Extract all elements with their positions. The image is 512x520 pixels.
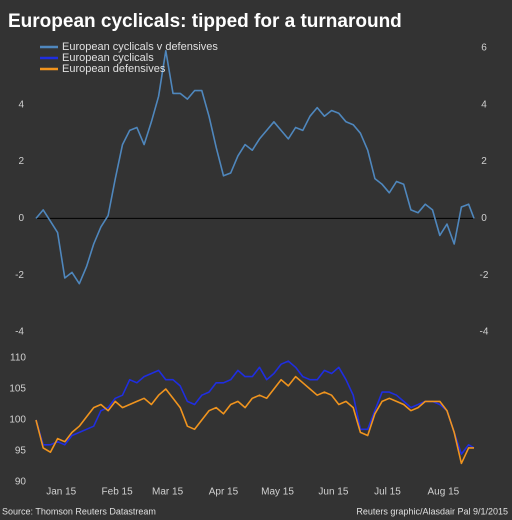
x-tick-label: Apr 15 [209, 487, 239, 498]
y-tick-label: 4 [18, 99, 24, 110]
chart-title: European cyclicals: tipped for a turnaro… [8, 11, 402, 32]
y-tick-label: 90 [15, 477, 27, 488]
y-tick-label: 95 [15, 446, 27, 457]
y2-tick-label: 4 [481, 99, 487, 110]
line-series [35, 50, 475, 285]
legend-label: European defensives [62, 63, 166, 75]
line-series [35, 360, 475, 455]
x-tick-label: Jul 15 [374, 487, 401, 498]
line-series [35, 375, 474, 465]
x-tick-label: May 15 [261, 487, 294, 498]
y2-tick-label: 6 [481, 43, 487, 54]
y-tick-label: 0 [18, 213, 24, 224]
y-tick-label: 2 [18, 156, 24, 167]
y2-tick-label: 2 [481, 156, 487, 167]
y-tick-label: 105 [9, 384, 26, 395]
legend-label: European cyclicals v defensives [62, 41, 218, 53]
y2-tick-label: -2 [480, 270, 489, 281]
y-tick-label: 100 [9, 415, 26, 426]
y-tick-label: 110 [10, 353, 26, 364]
x-tick-label: Aug 15 [428, 487, 460, 498]
x-tick-label: Jun 15 [318, 487, 348, 498]
x-tick-label: Feb 15 [102, 487, 134, 498]
y2-tick-label: 0 [481, 213, 487, 224]
x-tick-label: Mar 15 [152, 487, 184, 498]
y2-tick-label: -4 [480, 327, 489, 338]
legend-label: European cyclicals [62, 52, 154, 64]
x-tick-label: Jan 15 [46, 487, 76, 498]
y-tick-label: -2 [15, 270, 24, 281]
source: Source: Thomson Reuters Datastream [2, 506, 156, 516]
credit: Reuters graphic/Alasdair Pal 9/1/2015 [356, 506, 508, 516]
y-tick-label: -4 [15, 327, 24, 338]
